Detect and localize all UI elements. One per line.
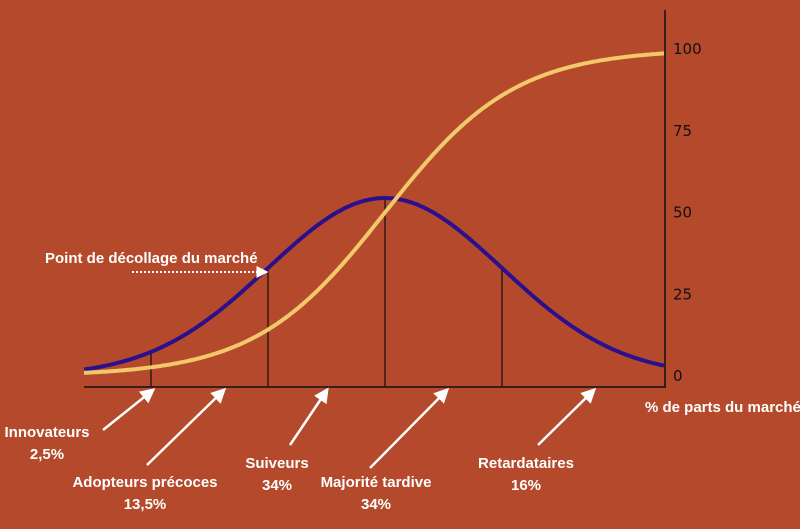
segment-arrow	[288, 387, 329, 446]
segment-arrow	[369, 387, 450, 469]
segment-share: 2,5%	[30, 446, 64, 463]
y-tick-label: 25	[673, 285, 692, 303]
bell-curve	[83, 196, 665, 372]
takeoff-annotation: Point de décollage du marché	[45, 250, 258, 267]
cumulative-curve	[83, 51, 665, 375]
segment-name: Innovateurs	[4, 424, 89, 441]
segment-arrow	[102, 388, 156, 431]
segment-name: Majorité tardive	[321, 474, 432, 491]
y-tick-label: 0	[673, 367, 683, 385]
segment-name: Adopteurs précoces	[72, 474, 217, 491]
segment-share: 16%	[511, 477, 541, 494]
segment-name: Retardataires	[478, 455, 574, 472]
segment-arrow	[537, 387, 597, 446]
segment-share: 34%	[361, 496, 391, 513]
y-tick-labels: 0 25 50 75 100	[673, 40, 702, 385]
segment-name: Suiveurs	[245, 455, 308, 472]
y-tick-label: 75	[673, 122, 692, 140]
segment-dividers	[150, 198, 503, 387]
x-axis-label: % de parts du marché	[645, 399, 800, 416]
y-tick-label: 100	[673, 40, 702, 58]
segment-arrow	[146, 387, 227, 466]
segment-share: 34%	[262, 477, 292, 494]
y-tick-label: 50	[673, 204, 692, 222]
segment-labels: Innovateurs 2,5% Adopteurs précoces 13,5% Su…	[4, 387, 597, 513]
segment-share: 13,5%	[124, 496, 167, 513]
